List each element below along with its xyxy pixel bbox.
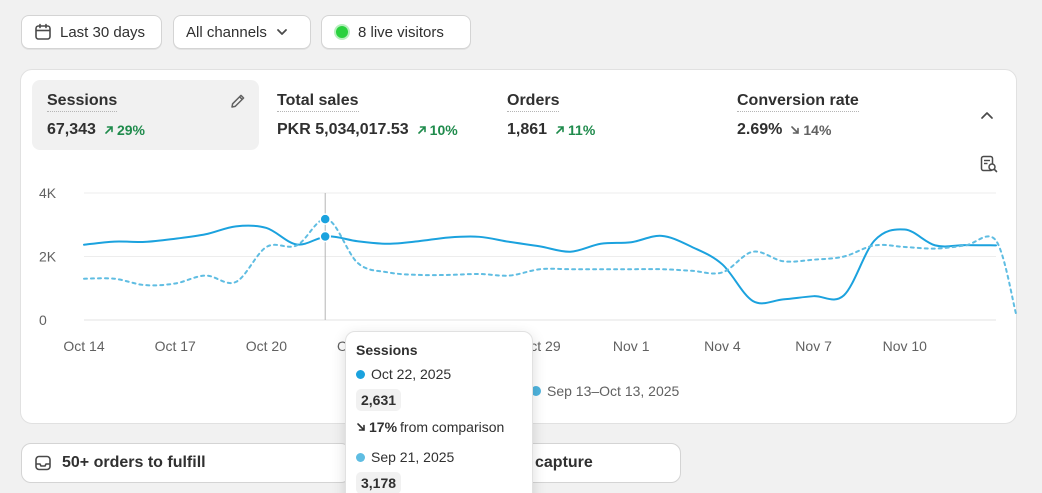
x-tick-label: Oct 20	[246, 338, 287, 354]
metric-change-value: 11%	[568, 122, 596, 138]
live-dot-icon	[334, 24, 350, 40]
date-range-label: Last 30 days	[60, 23, 146, 41]
metric-change: 11%	[555, 122, 595, 138]
tooltip-comparison-date: Sep 21, 2025	[356, 449, 522, 465]
metric-value: 67,343	[47, 121, 96, 138]
metric-change: 14%	[790, 122, 831, 138]
tooltip-comparison-change: 17% from comparison	[356, 419, 522, 435]
legend-swatch	[531, 386, 541, 396]
orders-to-fulfill-card[interactable]: 50+ orders to fulfill	[21, 443, 351, 483]
tooltip-primary-value: 2,631	[356, 389, 402, 411]
metric-change-value: 10%	[429, 122, 458, 138]
inbox-icon	[35, 455, 51, 471]
chart-legend: Sep 13–Oct 13, 2025	[531, 383, 679, 399]
metric-value: PKR 5,034,017.53	[277, 121, 409, 138]
y-tick-label: 0	[39, 312, 47, 328]
x-tick-label: Nov 4	[704, 338, 741, 354]
metric-title: Conversion rate	[737, 92, 859, 112]
metric-total-sales[interactable]: Total sales PKR 5,034,017.53 10%	[262, 80, 482, 150]
date-range-button[interactable]: Last 30 days	[21, 15, 162, 49]
x-tick-label: Nov 7	[795, 338, 832, 354]
arrow-up-right-icon	[105, 126, 113, 134]
analytics-card: Sessions 67,343 29% Total sales PKR 5,03…	[20, 69, 1017, 424]
chevron-up-icon[interactable]	[979, 108, 995, 124]
x-tick-label: Nov 1	[613, 338, 650, 354]
tooltip-comparison-dot	[356, 452, 365, 462]
legend-label: Sep 13–Oct 13, 2025	[547, 383, 680, 399]
report-search-icon[interactable]	[979, 154, 999, 174]
x-tick-label: Oct 14	[63, 338, 104, 354]
pencil-icon[interactable]	[229, 92, 247, 110]
payments-capture-label: capture	[535, 454, 593, 471]
metric-change-value: 29%	[116, 122, 145, 138]
tooltip-comparison-value: 3,178	[356, 472, 402, 493]
x-tick-label: Nov 10	[883, 338, 928, 354]
arrow-up-right-icon	[417, 126, 426, 134]
sessions-hover-point	[319, 230, 331, 243]
channels-label: All channels	[186, 23, 267, 41]
metric-title: Orders	[507, 92, 560, 112]
comparison-series-line	[83, 218, 1017, 315]
tooltip-change-value: 17%	[369, 419, 398, 435]
y-tick-label: 2K	[39, 249, 57, 265]
tooltip-primary-date: Oct 22, 2025	[356, 366, 522, 382]
metric-change-value: 14%	[803, 122, 832, 138]
metric-change: 29%	[104, 122, 145, 138]
channels-dropdown[interactable]: All channels	[173, 15, 311, 49]
live-visitors-button[interactable]: 8 live visitors	[321, 15, 471, 49]
comparison-hover-point	[319, 213, 331, 225]
metric-conversion-rate[interactable]: Conversion rate 2.69% 14%	[722, 80, 942, 150]
metric-title: Sessions	[47, 92, 118, 112]
metric-value: 1,861	[507, 121, 548, 138]
tooltip-primary-dot	[356, 369, 365, 379]
arrow-down-right-icon	[791, 126, 800, 134]
tooltip-primary-date-text: Oct 22, 2025	[371, 366, 452, 382]
y-tick-label: 4K	[39, 185, 57, 201]
metric-sessions[interactable]: Sessions 67,343 29%	[32, 80, 259, 150]
sessions-series-line	[83, 224, 997, 305]
arrow-up-right-icon	[556, 126, 564, 134]
metric-value: 2.69%	[737, 121, 783, 138]
metric-orders[interactable]: Orders 1,861 11%	[492, 80, 712, 150]
tooltip-change-text: from comparison	[400, 419, 505, 435]
chevron-down-icon	[276, 29, 287, 35]
chart-tooltip: Sessions Oct 22, 2025 2,631 17% from com…	[345, 331, 533, 493]
tooltip-title: Sessions	[356, 342, 418, 358]
tooltip-comparison-date-text: Sep 21, 2025	[371, 449, 455, 465]
live-visitors-label: 8 live visitors	[358, 23, 444, 41]
calendar-icon	[35, 23, 51, 40]
orders-to-fulfill-label: 50+ orders to fulfill	[62, 454, 206, 471]
metric-title: Total sales	[277, 92, 359, 112]
metric-change: 10%	[417, 122, 458, 138]
arrow-down-right-icon	[357, 423, 365, 431]
x-tick-label: Oct 17	[155, 338, 196, 354]
